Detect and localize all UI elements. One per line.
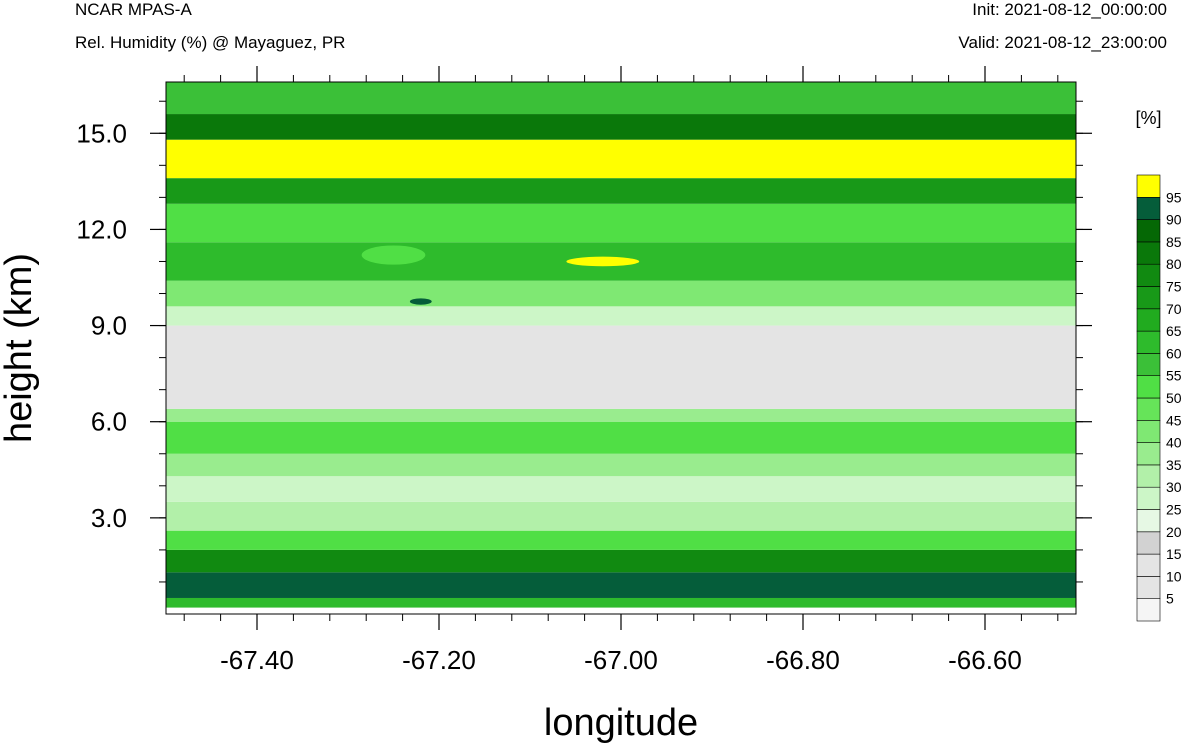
colorbar-label-7: 40 [1166, 435, 1182, 451]
upper-yellow-core [220, 141, 767, 177]
colorbar-box-13 [1136, 308, 1161, 332]
rh-band-16 [166, 114, 1076, 140]
x-axis-title: longitude [544, 702, 698, 744]
colorbar-box-0 [1136, 598, 1161, 622]
colorbar-unit: [%] [1135, 108, 1161, 128]
dark-spot [409, 298, 432, 305]
x-tick-label-4: -66.60 [948, 645, 1022, 675]
init-time: Init: 2021-08-12_00:00:00 [972, 0, 1167, 19]
colorbar-box-17 [1136, 219, 1161, 243]
colorbar-label-13: 70 [1166, 301, 1182, 317]
x-tick-label-3: -66.80 [766, 645, 840, 675]
colorbar-label-5: 30 [1166, 479, 1182, 495]
colorbar-label-9: 50 [1166, 390, 1182, 406]
colorbar-box-5 [1136, 486, 1161, 510]
colorbar-box-4 [1136, 509, 1161, 533]
rh-band-5 [166, 476, 1076, 502]
x-tick-label-2: -67.00 [584, 645, 658, 675]
colorbar-box-3 [1136, 531, 1161, 555]
colorbar-label-10: 55 [1166, 368, 1182, 384]
valid-time: Valid: 2021-08-12_23:00:00 [958, 33, 1167, 52]
light-pocket [361, 245, 426, 265]
colorbar-box-12 [1136, 330, 1161, 354]
colorbar-box-10 [1136, 375, 1161, 399]
colorbar-box-9 [1136, 397, 1161, 421]
colorbar-box-16 [1136, 241, 1161, 265]
rh-band-2 [166, 549, 1076, 573]
rh-band-4 [166, 501, 1076, 531]
rh-band-1 [166, 572, 1076, 598]
rh-band-3 [166, 530, 1076, 550]
colorbar-box-6 [1136, 464, 1161, 488]
colorbar-box-14 [1136, 286, 1161, 310]
colorbar-label-18: 95 [1166, 189, 1182, 205]
colorbar-label-8: 45 [1166, 412, 1182, 428]
colorbar-box-11 [1136, 353, 1161, 376]
rh-band-11 [166, 280, 1076, 307]
x-tick-label-1: -67.20 [402, 645, 476, 675]
colorbar-box-19 [1136, 174, 1161, 198]
colorbar-box-15 [1136, 263, 1161, 287]
y-tick-label-2: 9.0 [91, 311, 127, 341]
x-tick-label-0: -67.40 [220, 645, 294, 675]
colorbar-label-0: 5 [1166, 591, 1174, 607]
colorbar-box-8 [1136, 419, 1161, 443]
rh-band-10 [166, 306, 1076, 326]
colorbar-label-17: 90 [1166, 212, 1182, 228]
colorbar-label-15: 80 [1166, 256, 1182, 272]
rh-band-17 [166, 82, 1076, 115]
colorbar-label-12: 65 [1166, 323, 1182, 339]
y-axis-title: height (km) [0, 253, 40, 443]
colorbar-label-2: 15 [1166, 546, 1182, 562]
rh-band-6 [166, 453, 1076, 477]
colorbar-box-18 [1136, 197, 1161, 220]
rh-band-7 [166, 421, 1076, 454]
y-tick-label-4: 15.0 [76, 118, 127, 148]
y-tick-label-3: 12.0 [76, 214, 127, 244]
colorbar-label-16: 85 [1166, 234, 1182, 250]
colorbar-label-14: 75 [1166, 279, 1182, 295]
y-tick-label-0: 3.0 [91, 503, 127, 533]
y-tick-label-1: 6.0 [91, 407, 127, 437]
rh-band-8 [166, 408, 1076, 422]
rh-band-13 [166, 203, 1076, 243]
colorbar-label-6: 35 [1166, 457, 1182, 473]
colorbar-label-3: 20 [1166, 524, 1182, 540]
colorbar-label-1: 10 [1166, 568, 1182, 584]
colorbar-box-2 [1136, 553, 1161, 577]
colorbar-label-11: 60 [1166, 345, 1182, 361]
colorbar-label-4: 25 [1166, 502, 1182, 518]
model-name: NCAR MPAS-A [75, 0, 192, 19]
small-yellow-core [566, 256, 640, 267]
rh-band-9 [166, 325, 1076, 409]
rh-band-14 [166, 178, 1076, 204]
colorbar-box-7 [1136, 442, 1161, 466]
chart-subtitle: Rel. Humidity (%) @ Mayaguez, PR [75, 33, 346, 52]
rh-band-0 [166, 597, 1076, 608]
colorbar-box-1 [1136, 576, 1161, 600]
